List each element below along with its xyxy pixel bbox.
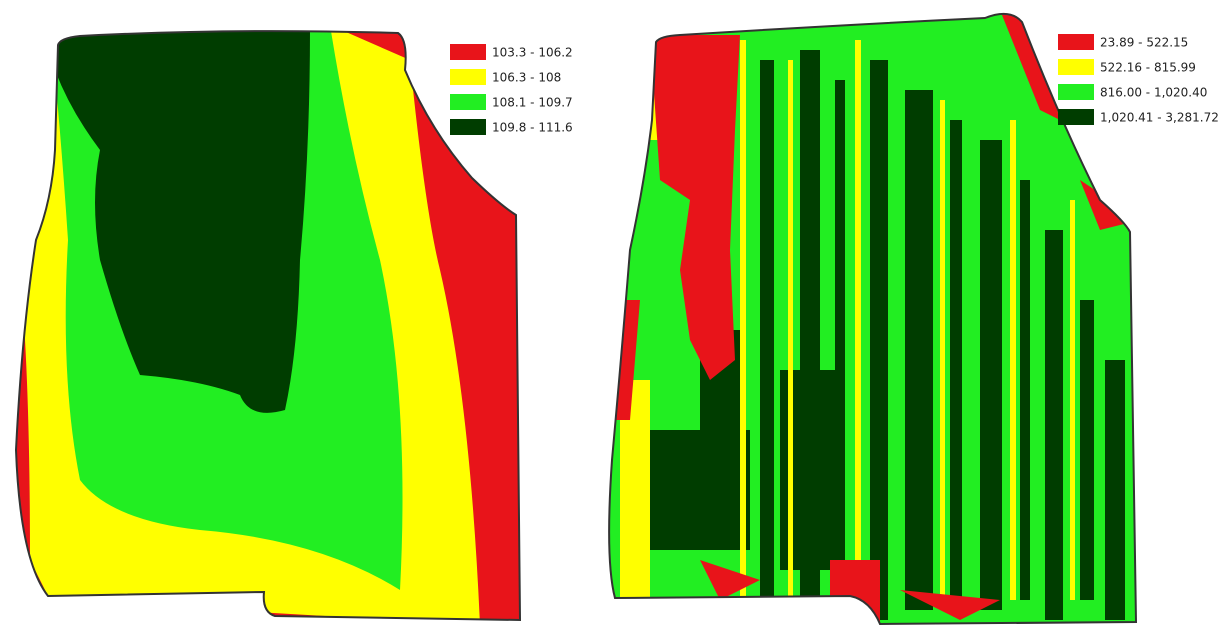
legend-swatch xyxy=(450,94,486,110)
legend-swatch xyxy=(1058,109,1094,125)
legend-label: 108.1 - 109.7 xyxy=(492,96,573,110)
map-figure: 103.3 - 106.2 106.3 - 108 108.1 - 109.7 109… xyxy=(0,0,1223,639)
legend-label: 816.00 - 1,020.40 xyxy=(1100,86,1207,100)
legend-label: 522.16 - 815.99 xyxy=(1100,61,1196,75)
legend-swatch xyxy=(450,69,486,85)
legend-swatch xyxy=(450,44,486,60)
legend-swatch xyxy=(450,119,486,135)
legend-label: 23.89 - 522.15 xyxy=(1100,36,1188,50)
legend-label: 109.8 - 111.6 xyxy=(492,121,573,135)
legend-label: 1,020.41 - 3,281.72 xyxy=(1100,111,1219,125)
legend-swatch xyxy=(1058,84,1094,100)
legend: 23.89 - 522.15 522.16 - 815.99 816.00 - 1,… xyxy=(1058,34,1219,125)
legend-label: 103.3 - 106.2 xyxy=(492,46,573,60)
legend-label: 106.3 - 108 xyxy=(492,71,561,85)
legend-swatch xyxy=(1058,59,1094,75)
legend: 103.3 - 106.2 106.3 - 108 108.1 - 109.7 109… xyxy=(450,44,573,135)
legend-swatch xyxy=(1058,34,1094,50)
